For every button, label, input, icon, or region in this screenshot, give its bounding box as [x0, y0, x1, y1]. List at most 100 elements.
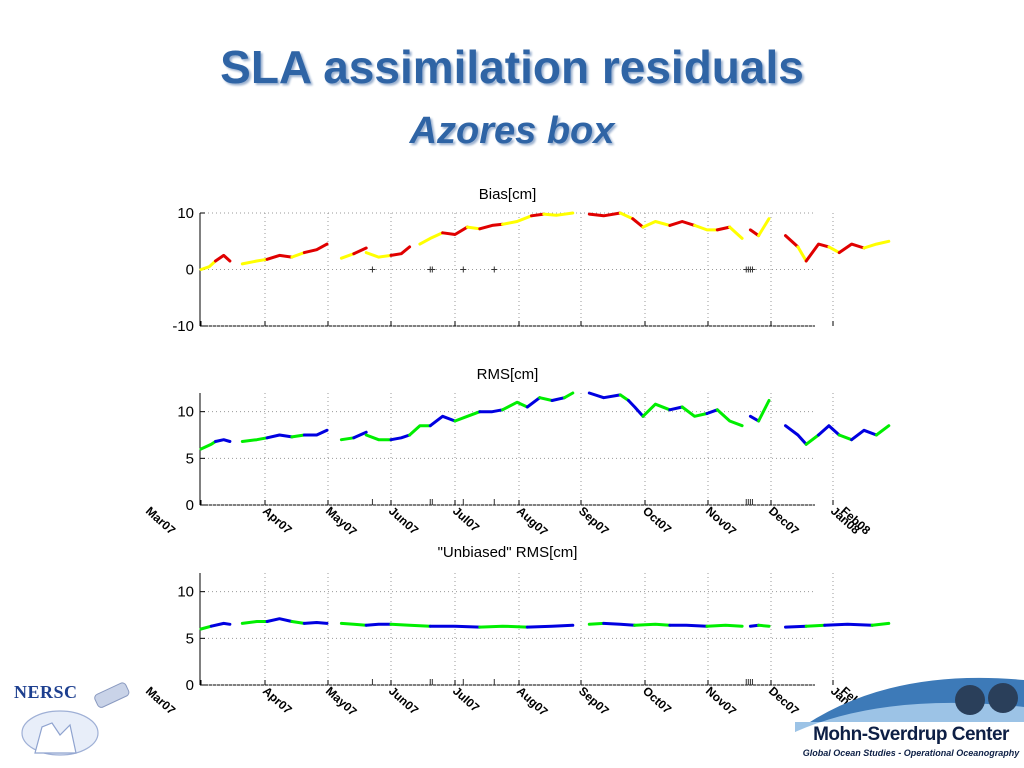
series-line-segment — [240, 257, 269, 266]
series-line-segment — [214, 253, 232, 263]
x-tick-label: May07 — [323, 684, 360, 719]
series-line-segment — [804, 623, 827, 628]
series-line-segment — [290, 620, 306, 625]
x-tick-label: Nov07 — [703, 684, 739, 719]
series-line-segment — [290, 251, 306, 259]
chart-title: Bias[cm] — [479, 186, 537, 203]
series-line-segment — [796, 245, 808, 263]
series-line-segment — [874, 424, 891, 437]
x-tick-label: Jul07 — [450, 684, 482, 715]
series-line-segment — [428, 624, 482, 629]
series-line-segment — [618, 393, 630, 402]
x-tick-label: Apr07 — [260, 684, 295, 717]
series-line-segment — [525, 623, 575, 629]
series-line-segment — [465, 225, 482, 231]
series-line-segment — [428, 414, 457, 428]
y-tick-label: 10 — [177, 584, 194, 601]
series-line-segment — [693, 223, 719, 232]
series-line-segment — [668, 623, 709, 628]
series-line-segment — [441, 225, 469, 236]
series-line-segment — [478, 624, 529, 629]
series-line-segment — [478, 222, 504, 231]
slide-title: SLA assimilation residuals — [220, 41, 804, 93]
x-tick-label: Sep07 — [576, 504, 612, 538]
series-line-segment — [817, 424, 841, 437]
nersc-logo — [21, 682, 130, 756]
series-line-segment — [837, 433, 854, 442]
x-tick-label: Oct07 — [640, 684, 674, 717]
series-line-segment — [641, 402, 672, 418]
x-tick-label: Jun07 — [386, 504, 421, 538]
x-tick-label: Mar07 — [143, 684, 178, 718]
series-line-segment — [389, 622, 432, 628]
series-line-segment — [538, 396, 554, 402]
portrait-icon — [988, 683, 1018, 713]
series-line-segment — [837, 242, 866, 255]
x-tick-label: Nov07 — [703, 504, 739, 539]
series-line-segment — [748, 228, 761, 238]
series-line-segment — [618, 211, 635, 221]
series-line-segment — [784, 234, 800, 249]
x-tick-label: Mar07 — [143, 504, 178, 538]
series-line-segment — [265, 433, 294, 440]
series-line-segment — [364, 622, 393, 627]
x-tick-label: Aug07 — [514, 684, 551, 719]
series-line-segment — [705, 408, 719, 415]
series-line-segment — [199, 259, 217, 271]
y-tick-label: 5 — [186, 450, 194, 467]
series-line-segment — [728, 225, 744, 240]
series-line-segment — [352, 246, 368, 256]
series-line-segment — [199, 624, 213, 631]
series-line-segment — [240, 620, 269, 625]
series-line-segment — [602, 621, 637, 627]
series-line-segment — [631, 217, 645, 229]
series-line-segment — [550, 396, 566, 402]
series-line-segment — [302, 428, 329, 437]
series-line-segment — [542, 211, 575, 217]
series-line-segment — [827, 245, 841, 255]
series-line-segment — [302, 242, 329, 255]
series-line-segment — [784, 624, 808, 629]
series-line-segment — [627, 399, 645, 418]
series-line-segment — [680, 405, 709, 418]
series-line-segment — [715, 408, 744, 428]
series-line-segment — [784, 424, 808, 446]
x-tick-label: Dec07 — [766, 504, 802, 538]
series-line-segment — [209, 621, 232, 628]
series-line-segment — [823, 622, 874, 627]
series-line-segment — [850, 428, 878, 442]
series-line-segment — [302, 621, 329, 625]
series-line-segment — [364, 433, 393, 442]
satellite-panel-icon — [94, 682, 130, 708]
polar-bear-icon — [34, 722, 77, 754]
series-line-segment — [862, 239, 891, 250]
series-line-segment — [804, 433, 820, 446]
y-tick-label: -10 — [172, 318, 194, 335]
series-line-segment — [870, 621, 891, 627]
msc-logo — [795, 677, 1024, 732]
nersc-logo-text: NERSC — [14, 682, 78, 702]
x-tick-label: Apr07 — [260, 504, 295, 537]
series-line-segment — [389, 433, 412, 442]
series-line-segment — [453, 410, 482, 423]
chart-title: "Unbiased" RMS[cm] — [438, 544, 578, 561]
series-line-segment — [339, 436, 356, 442]
x-tick-label: Aug07 — [514, 504, 551, 539]
series-line-segment — [418, 231, 445, 246]
series-line-segment — [240, 436, 269, 443]
series-line-segment — [668, 220, 697, 227]
series-line-segment — [501, 214, 533, 226]
series-line-segment — [214, 438, 232, 443]
series-line-segment — [587, 211, 622, 218]
series-line-segment — [265, 253, 294, 261]
msc-logo-name: Mohn-Sverdrup Center — [813, 724, 1009, 745]
series-line-segment — [587, 621, 606, 626]
series-line-segment — [641, 220, 672, 229]
x-tick-label: Sep07 — [576, 684, 612, 718]
series-line-segment — [757, 217, 771, 238]
portrait-icon — [955, 685, 985, 715]
x-tick-label: Jun07 — [386, 684, 421, 718]
series-line-segment — [408, 424, 432, 437]
series-line-segment — [364, 251, 393, 259]
